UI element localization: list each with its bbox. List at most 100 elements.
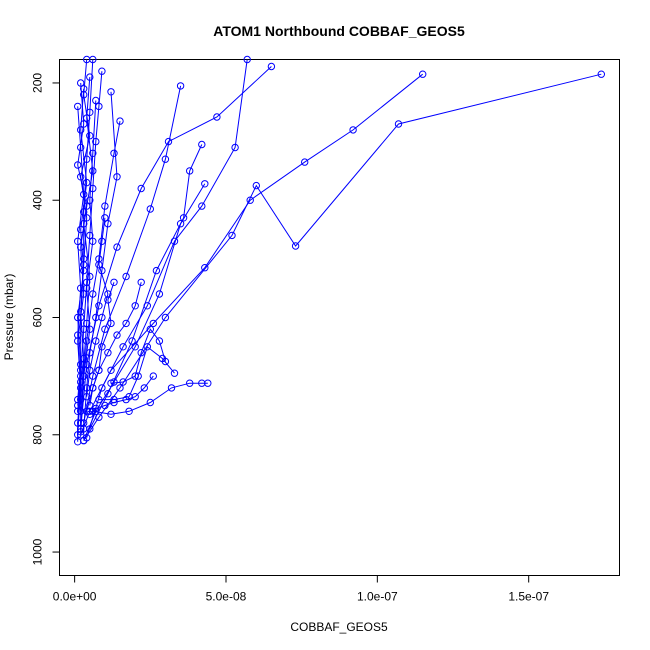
data-point [137, 349, 145, 357]
data-point [92, 137, 100, 146]
series-line [80, 71, 103, 423]
series-line [110, 328, 166, 384]
data-point [77, 126, 85, 134]
data-point [113, 173, 121, 181]
x-tick-label: 0.0e+00 [53, 590, 97, 604]
y-axis-label: Pressure (mbar) [2, 274, 16, 361]
data-point [155, 337, 164, 345]
data-point [301, 158, 309, 166]
x-tick-label: 1.5e-07 [508, 590, 549, 604]
data-point [92, 96, 100, 105]
x-tick-label: 5.0e-08 [206, 590, 247, 604]
data-point [77, 378, 85, 386]
data-point [267, 62, 276, 71]
series-line [77, 59, 91, 406]
data-point [176, 82, 185, 90]
data-point [80, 85, 88, 93]
data-point [146, 398, 155, 407]
data-point [419, 70, 427, 78]
series-layer [74, 55, 605, 446]
chart-title: ATOM1 Northbound COBBAF_GEOS5 [213, 23, 465, 39]
data-point [86, 73, 94, 81]
data-point [149, 319, 158, 328]
data-point [167, 384, 176, 392]
data-point [131, 343, 139, 351]
data-point [80, 220, 88, 228]
data-point [83, 178, 91, 187]
series-line [86, 217, 109, 397]
data-point [113, 331, 121, 339]
data-point [198, 202, 206, 210]
data-point [74, 161, 82, 169]
data-point [394, 120, 403, 128]
data-point [152, 266, 161, 275]
data-point [83, 337, 91, 345]
data-point [176, 220, 185, 228]
data-point [83, 214, 91, 222]
data-point [137, 278, 145, 286]
data-point [104, 296, 112, 304]
data-point [116, 117, 124, 125]
data-point [83, 55, 91, 64]
data-point [131, 372, 139, 380]
data-point [107, 366, 115, 374]
data-point [77, 225, 85, 234]
data-point [74, 407, 82, 415]
data-point [92, 404, 100, 413]
data-point [101, 202, 109, 210]
data-point [77, 143, 85, 152]
data-point [228, 231, 236, 240]
x-axis-label: COBBAF_GEOS5 [290, 620, 388, 634]
data-point [86, 401, 94, 410]
data-point [104, 220, 112, 228]
data-point [198, 379, 206, 387]
data-point [83, 155, 91, 163]
data-point [89, 290, 97, 298]
data-point [95, 395, 103, 404]
x-tick-label: 1.0e-07 [357, 590, 398, 604]
data-point [74, 237, 82, 246]
data-point [98, 237, 106, 246]
data-point [201, 180, 209, 188]
data-point [95, 261, 103, 269]
data-point [146, 325, 155, 333]
data-point [143, 343, 152, 351]
data-point [104, 349, 112, 357]
data-point [95, 366, 103, 374]
data-point [161, 357, 170, 366]
data-point [107, 88, 115, 96]
series-line [83, 73, 602, 441]
data-point [86, 272, 94, 281]
data-point [77, 360, 85, 369]
data-point [80, 372, 88, 380]
data-point [80, 266, 88, 275]
data-point [149, 372, 158, 380]
y-tick-label: 200 [31, 73, 45, 93]
series-line [80, 77, 94, 400]
data-point [101, 325, 109, 333]
series-line [86, 59, 248, 438]
data-point [86, 325, 94, 333]
data-point [137, 184, 145, 193]
data-point [86, 132, 94, 140]
data-point [110, 149, 118, 158]
y-axis: 200 400 600 800 1000 [31, 73, 60, 565]
data-point [597, 70, 605, 78]
series-line [80, 66, 272, 429]
data-point [119, 378, 127, 386]
data-point [125, 407, 133, 415]
series-line [80, 73, 424, 435]
data-point [119, 343, 127, 351]
data-point [74, 313, 82, 322]
series-line [77, 88, 88, 400]
data-point [74, 401, 82, 410]
data-point [74, 331, 82, 339]
data-point [86, 231, 94, 240]
series-line [89, 144, 203, 430]
y-tick-label: 600 [31, 307, 45, 327]
data-point [155, 290, 164, 298]
data-point [122, 319, 130, 328]
data-point [98, 67, 106, 75]
data-point [198, 140, 206, 149]
